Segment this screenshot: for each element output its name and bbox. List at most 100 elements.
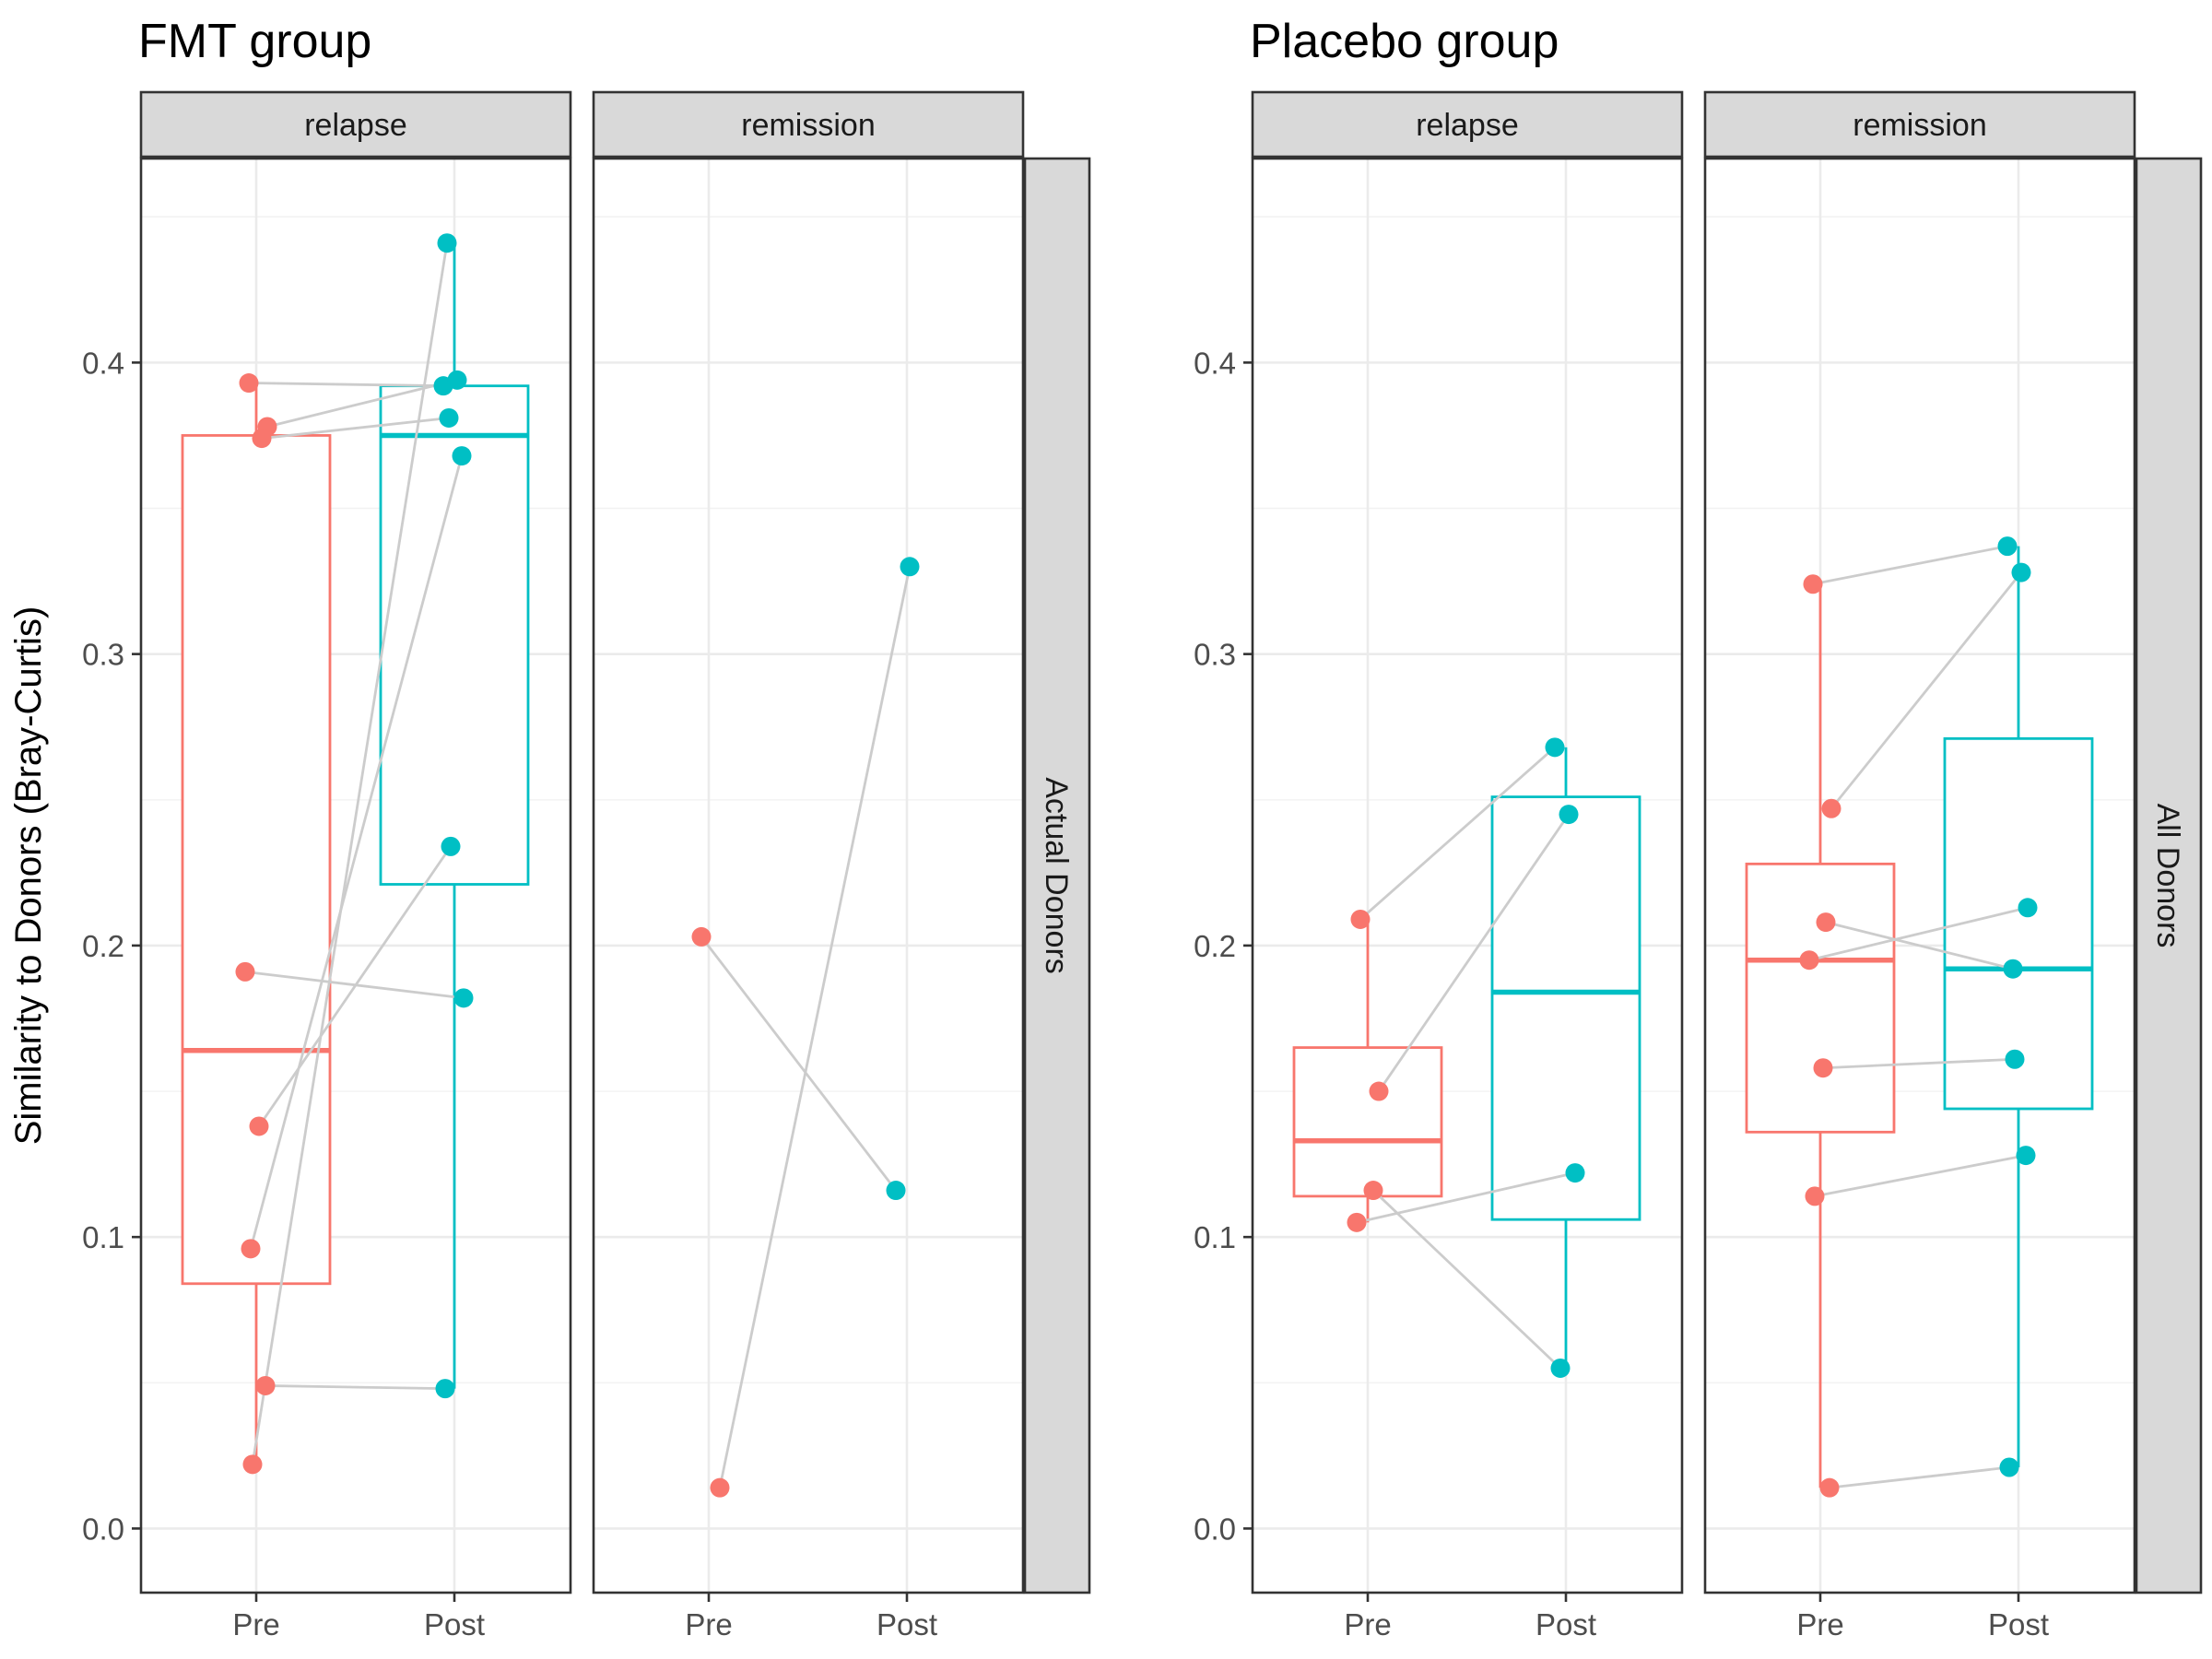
strip-background: [1251, 90, 1684, 159]
row-strip-background: [1023, 157, 1091, 1594]
y-tick-label: 0.1: [82, 1220, 124, 1254]
data-point-post: [2018, 898, 2038, 918]
data-point-pre: [241, 1239, 261, 1259]
data-point-pre: [1821, 798, 1841, 818]
data-point-post: [435, 1379, 455, 1399]
data-point-pre: [242, 1454, 263, 1475]
pair-line: [266, 378, 458, 429]
data-point-pre: [252, 429, 272, 449]
y-tick-label: 0.2: [1194, 929, 1236, 963]
data-point-post: [441, 836, 461, 856]
data-point-pre: [239, 373, 259, 394]
data-point-post: [447, 370, 467, 390]
pair-line: [1825, 921, 2014, 971]
y-tick-label: 0.3: [1194, 638, 1236, 672]
pair-line: [265, 1384, 446, 1391]
data-point-pre: [235, 961, 255, 982]
pair-line: [700, 935, 898, 1192]
facet-group: Placebo group relapse Pre Post 0.0 0.1 0.2 0.3 0…: [1194, 15, 2203, 1641]
pair-line: [248, 382, 444, 388]
x-tick-label: Pre: [232, 1607, 279, 1641]
data-point-pre: [1347, 1212, 1367, 1232]
y-axis-label: Similarity to Donors (Bray-Curtis): [8, 606, 49, 1146]
data-point-pre: [1799, 950, 1819, 971]
strip-label: relapse: [1416, 108, 1519, 143]
y-tick-label: 0.2: [82, 929, 124, 963]
data-point-pre: [1369, 1081, 1389, 1101]
x-tick-label: Pre: [685, 1607, 732, 1641]
boxplot-post: [1490, 747, 1641, 1369]
data-point-post: [1565, 1163, 1585, 1183]
data-point-pre: [249, 1116, 269, 1136]
pair-line: [1356, 1171, 1576, 1224]
panel-border: [1251, 157, 1684, 1594]
data-point-post: [439, 407, 459, 428]
data-point-post: [437, 233, 457, 253]
group-title: FMT group: [138, 15, 371, 68]
data-point-post: [2003, 959, 2023, 979]
data-point-pre: [1803, 574, 1823, 594]
data-point-pre: [1805, 1186, 1825, 1206]
x-tick-label: Post: [877, 1607, 937, 1641]
box: [1943, 736, 2094, 1111]
box: [1292, 1046, 1443, 1198]
strip-background: [592, 90, 1025, 159]
box: [181, 434, 332, 1286]
pair-line: [251, 242, 449, 1465]
boxplot-pre: [181, 382, 332, 1465]
x-tick-label: Pre: [1344, 1607, 1391, 1641]
y-tick-label: 0.0: [82, 1512, 124, 1546]
pair-line: [1359, 746, 1556, 921]
pair-line: [1812, 545, 2008, 586]
x-tick-label: Post: [424, 1607, 485, 1641]
panel-border: [1703, 157, 2136, 1594]
y-tick-label: 0.3: [82, 638, 124, 672]
x-tick-label: Post: [1988, 1607, 2049, 1641]
pair-line: [1808, 906, 2029, 962]
data-point-post: [2011, 562, 2031, 582]
pair-line: [1372, 1189, 1561, 1370]
panel-background: [594, 159, 1023, 1593]
data-point-pre: [255, 1375, 276, 1395]
pair-line: [1377, 813, 1571, 1092]
panel: relapse Pre Post 0.0 0.1 0.2 0.3 0.4: [1194, 90, 1684, 1641]
data-point-post: [1997, 536, 2018, 557]
row-strip-label: All Donors: [2150, 804, 2185, 948]
y-tick-label: 0.1: [1194, 1220, 1236, 1254]
data-point-post: [2016, 1146, 2036, 1166]
row-strip-background: [2135, 157, 2203, 1594]
panel: remission Pre Post: [1703, 90, 2136, 1641]
box: [1490, 795, 1641, 1221]
y-tick-label: 0.0: [1194, 1512, 1236, 1546]
data-point-post: [1999, 1457, 2019, 1477]
pair-line: [257, 845, 453, 1127]
pair-line: [1814, 1154, 2027, 1198]
strip-background: [139, 90, 572, 159]
data-point-post: [2005, 1049, 2025, 1069]
pair-line: [249, 455, 464, 1250]
boxplot-post: [379, 242, 530, 1389]
group-title: Placebo group: [1250, 15, 1559, 68]
strip-label: relapse: [304, 108, 407, 143]
data-point-post: [452, 446, 472, 466]
data-point-post: [900, 557, 920, 577]
data-point-post: [1559, 805, 1579, 825]
strip-background: [1703, 90, 2136, 159]
data-point-pre: [691, 926, 712, 947]
data-point-pre: [710, 1477, 730, 1498]
panel-border: [139, 157, 572, 1594]
strip-label: remission: [1853, 108, 1986, 143]
data-point-pre: [1816, 912, 1836, 933]
data-point-pre: [1363, 1181, 1383, 1201]
y-tick-label: 0.4: [82, 346, 124, 380]
pair-line: [718, 566, 912, 1488]
data-point-pre: [1819, 1477, 1840, 1498]
pair-line: [1830, 571, 2023, 810]
pair-line: [1829, 1465, 2010, 1489]
box: [379, 384, 530, 886]
panel: remission Pre Post: [592, 90, 1025, 1641]
x-tick-label: Pre: [1796, 1607, 1843, 1641]
data-point-post: [1550, 1358, 1571, 1378]
